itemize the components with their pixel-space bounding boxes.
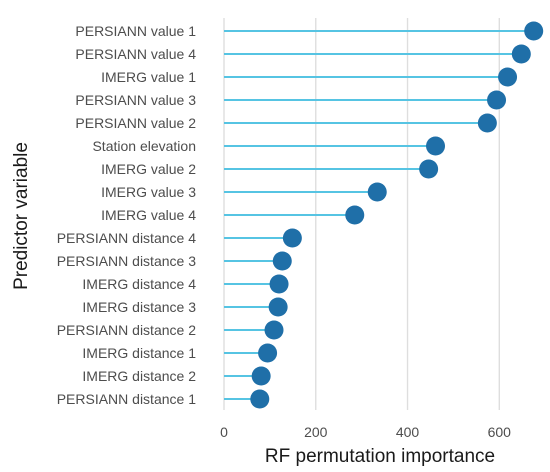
lollipop-dots [250, 21, 544, 409]
category-label: IMERG value 1 [101, 69, 196, 85]
lollipop-dot [250, 389, 270, 409]
category-label: IMERG distance 4 [82, 276, 196, 292]
lollipop-dot [268, 297, 288, 317]
x-tick-label: 600 [488, 424, 512, 440]
lollipop-dot [426, 136, 446, 156]
lollipop-dot [258, 343, 278, 363]
lollipop-sticks [224, 30, 534, 400]
category-label: PERSIANN value 3 [75, 92, 196, 108]
x-tick-label: 0 [220, 424, 228, 440]
category-label: Station elevation [92, 138, 196, 154]
category-label: IMERG distance 2 [82, 368, 196, 384]
lollipop-dot [264, 320, 284, 340]
lollipop-dot [269, 274, 289, 294]
y-axis-title: Predictor variable [11, 142, 32, 290]
x-axis-title: RF permutation importance [265, 446, 495, 467]
x-tick-labels: 0 200 400 600 [220, 424, 511, 440]
x-tick-label: 400 [396, 424, 420, 440]
category-label: IMERG value 3 [101, 184, 196, 200]
lollipop-dot [419, 159, 439, 179]
lollipop-dot [511, 44, 531, 64]
lollipop-dot [498, 67, 518, 87]
lollipop-dot [272, 251, 292, 271]
lollipop-dot [524, 21, 544, 41]
category-label: IMERG value 2 [101, 161, 196, 177]
category-label: PERSIANN value 4 [75, 46, 196, 62]
category-label: PERSIANN distance 3 [57, 253, 196, 269]
lollipop-dot [282, 228, 302, 248]
lollipop-dot [251, 366, 271, 386]
category-label: PERSIANN value 2 [75, 115, 196, 131]
category-label: IMERG distance 1 [82, 345, 196, 361]
lollipop-dot [367, 182, 387, 202]
x-tick-label: 200 [304, 424, 328, 440]
lollipop-dot [487, 90, 507, 110]
category-labels: PERSIANN value 1 PERSIANN value 4 IMERG va… [57, 23, 197, 407]
category-label: IMERG value 4 [101, 207, 196, 223]
lollipop-dot [345, 205, 365, 225]
category-label: PERSIANN distance 2 [57, 322, 196, 338]
category-label: PERSIANN value 1 [75, 23, 196, 39]
category-label: IMERG distance 3 [82, 299, 196, 315]
category-label: PERSIANN distance 1 [57, 391, 196, 407]
category-label: PERSIANN distance 4 [57, 230, 196, 246]
lollipop-dot [477, 113, 497, 133]
